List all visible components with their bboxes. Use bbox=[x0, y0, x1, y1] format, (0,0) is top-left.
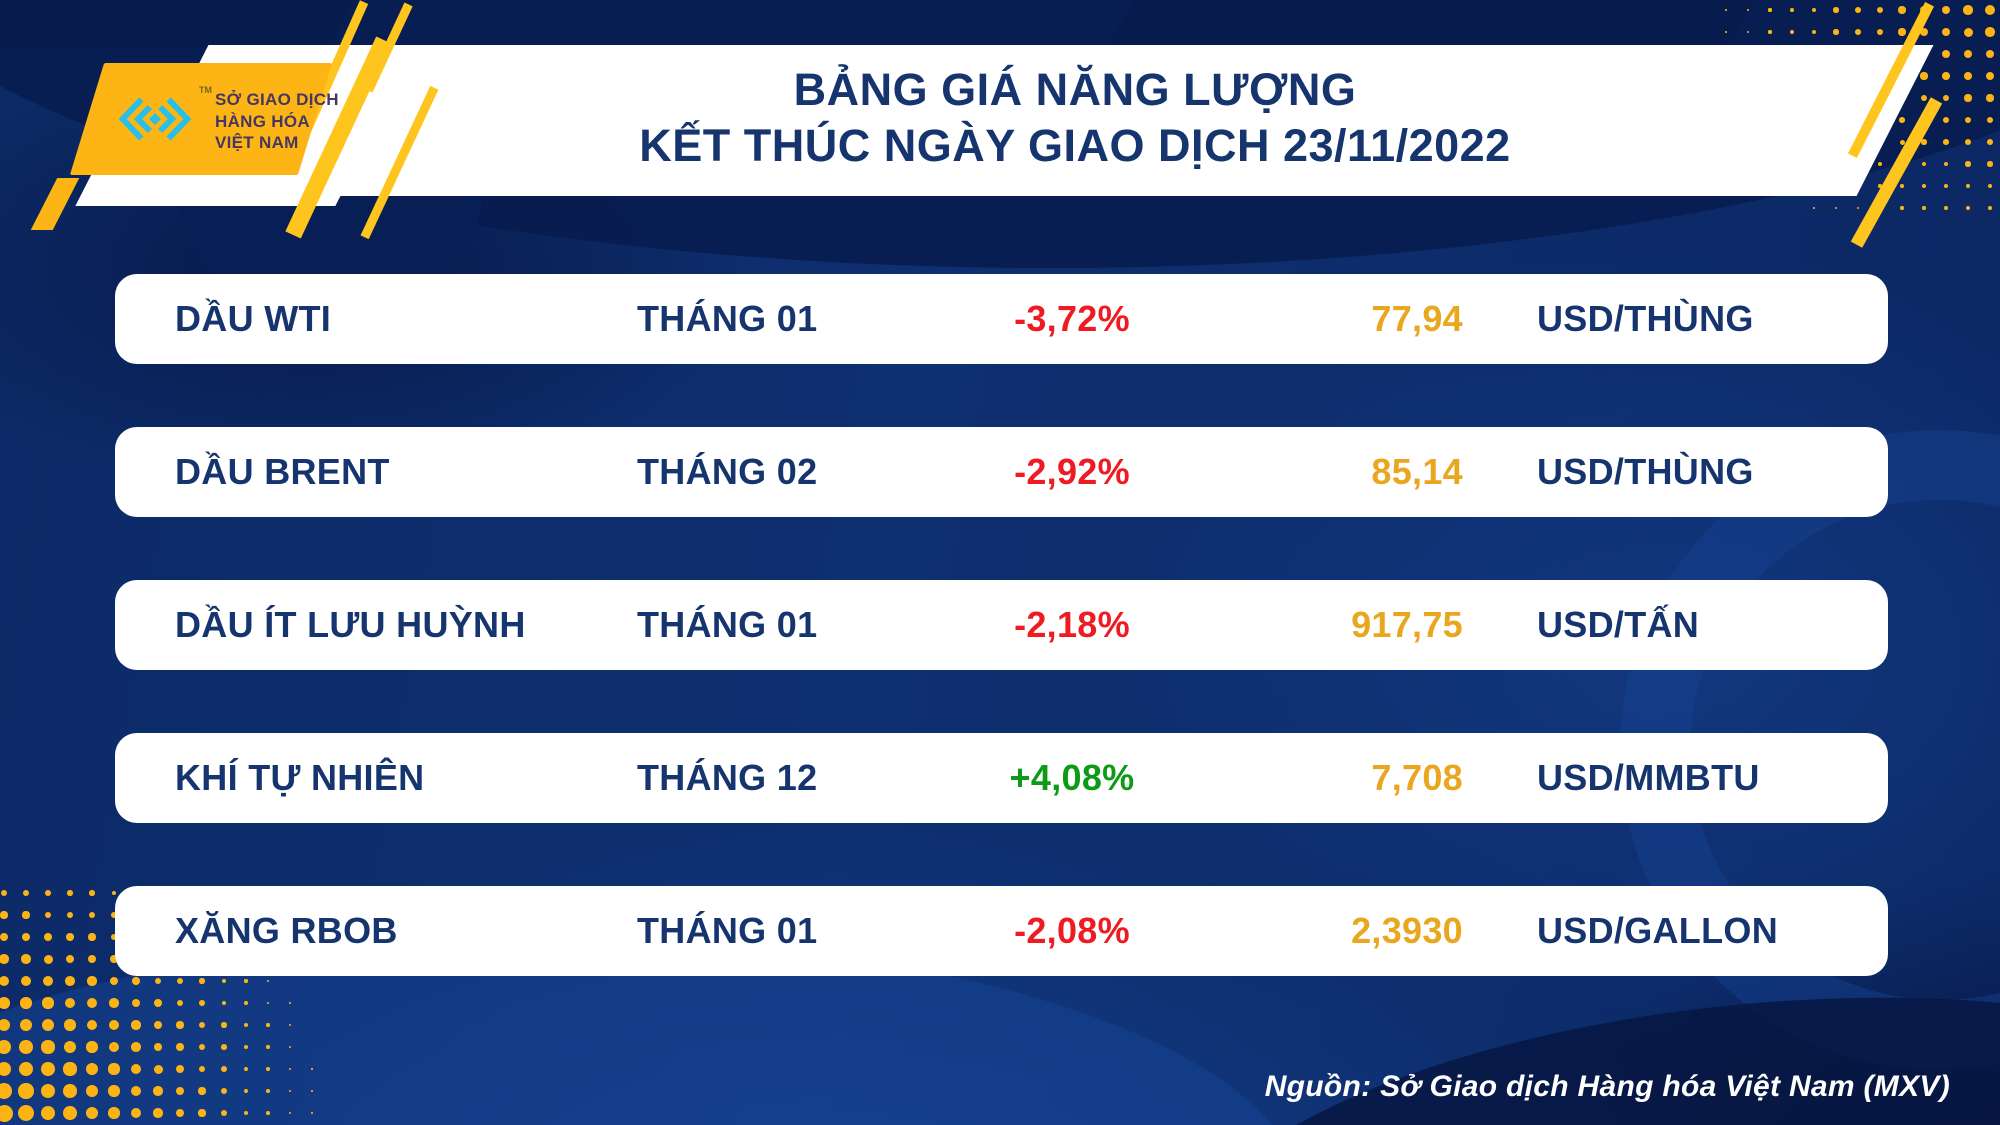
logo-org-line1: SỞ GIAO DỊCH bbox=[215, 90, 339, 109]
price-value: 77,94 bbox=[1371, 298, 1463, 339]
trademark-mark: TM bbox=[199, 85, 212, 95]
change-percent: -2,08% bbox=[1014, 910, 1130, 951]
price-table: DẦU WTI THÁNG 01 -3,72% 77,94 USD/THÙNG … bbox=[115, 274, 1888, 1039]
mxv-waves-icon bbox=[115, 90, 195, 153]
page-title-line2: KẾT THÚC NGÀY GIAO DỊCH 23/11/2022 bbox=[639, 120, 1511, 171]
commodity-name: KHÍ TỰ NHIÊN bbox=[175, 757, 425, 798]
commodity-name: DẦU ÍT LƯU HUỲNH bbox=[175, 604, 526, 645]
commodity-name: XĂNG RBOB bbox=[175, 910, 398, 951]
page-title-line1: BẢNG GIÁ NĂNG LƯỢNG bbox=[793, 64, 1357, 115]
halftone-dots-bottom-left bbox=[0, 889, 364, 1125]
price-value: 2,3930 bbox=[1351, 910, 1463, 951]
logo-org-name: SỞ GIAO DỊCH HÀNG HÓA VIỆT NAM bbox=[215, 89, 339, 154]
table-row: XĂNG RBOB THÁNG 01 -2,08% 2,3930 USD/GAL… bbox=[115, 886, 1888, 976]
change-percent: -2,18% bbox=[1014, 604, 1130, 645]
table-row: DẦU ÍT LƯU HUỲNH THÁNG 01 -2,18% 917,75 … bbox=[115, 580, 1888, 670]
price-value: 917,75 bbox=[1351, 604, 1463, 645]
price-value: 7,708 bbox=[1371, 757, 1463, 798]
price-unit: USD/THÙNG bbox=[1537, 298, 1754, 339]
top-left-dark-band bbox=[0, 0, 353, 48]
price-unit: USD/TẤN bbox=[1537, 604, 1700, 645]
table-row: DẦU WTI THÁNG 01 -3,72% 77,94 USD/THÙNG bbox=[115, 274, 1888, 364]
yellow-sliver bbox=[30, 178, 80, 230]
logo-org-line3: VIỆT NAM bbox=[215, 133, 299, 152]
contract-month: THÁNG 01 bbox=[637, 604, 818, 645]
source-note: Nguồn: Sở Giao dịch Hàng hóa Việt Nam (M… bbox=[1264, 1070, 1950, 1103]
price-unit: USD/GALLON bbox=[1537, 910, 1778, 951]
commodity-name: DẦU BRENT bbox=[175, 451, 390, 492]
contract-month: THÁNG 12 bbox=[637, 757, 818, 798]
contract-month: THÁNG 01 bbox=[637, 298, 818, 339]
commodity-name: DẦU WTI bbox=[175, 298, 332, 339]
top-right-dark-band bbox=[1107, 0, 1753, 48]
contract-month: THÁNG 02 bbox=[637, 451, 818, 492]
contract-month: THÁNG 01 bbox=[637, 910, 818, 951]
table-row: KHÍ TỰ NHIÊN THÁNG 12 +4,08% 7,708 USD/M… bbox=[115, 733, 1888, 823]
change-percent: +4,08% bbox=[1009, 757, 1135, 798]
change-percent: -2,92% bbox=[1014, 451, 1130, 492]
price-unit: USD/MMBTU bbox=[1537, 757, 1760, 798]
logo-org-line2: HÀNG HÓA bbox=[215, 111, 310, 131]
mxv-logo: TM SỞ GIAO DỊCH HÀNG HÓA VIỆT NAM bbox=[87, 63, 339, 175]
table-row: DẦU BRENT THÁNG 02 -2,92% 85,14 USD/THÙN… bbox=[115, 427, 1888, 517]
price-unit: USD/THÙNG bbox=[1537, 451, 1754, 492]
price-value: 85,14 bbox=[1371, 451, 1463, 492]
change-percent: -3,72% bbox=[1014, 298, 1130, 339]
page-title: BẢNG GIÁ NĂNG LƯỢNG KẾT THÚC NGÀY GIAO D… bbox=[350, 62, 1800, 174]
